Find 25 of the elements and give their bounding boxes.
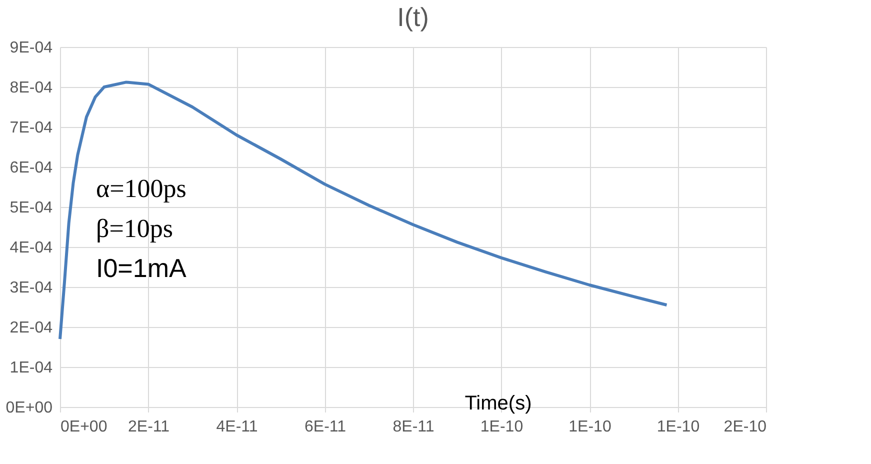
y-tick-label: 1E-04 [10,360,53,376]
annotation: I0=1mA [96,253,187,283]
y-tick-label: 9E-04 [10,40,53,56]
y-tick-label: 6E-04 [10,160,53,176]
chart-title: I(t) [397,2,429,32]
x-axis-title: Time(s) [464,392,532,414]
y-tick-label: 2E-04 [10,320,53,336]
x-tick-label: 0E+00 [60,418,108,436]
y-tick-label: 8E-04 [10,80,53,96]
x-tick-label: 6E-11 [304,418,346,436]
x-tick-label: 4E-11 [216,418,258,436]
y-tick-label: 3E-04 [10,280,53,296]
x-tick-label: 2E-11 [128,418,170,436]
y-tick-label: 4E-04 [10,240,53,256]
y-tick-label: 5E-04 [10,200,53,216]
x-tick-label: 1E-10 [656,418,700,436]
line-series [58,80,668,340]
x-tick-label: 1E-10 [568,418,612,436]
x-tick-label: 2E-10 [724,418,767,436]
y-tick-label: 0E+00 [6,400,53,416]
y-tick-label: 7E-04 [10,120,53,136]
x-tick-label: 1E-10 [480,418,524,436]
x-tick-label: 8E-11 [392,418,434,436]
annotation: β=10ps [96,214,174,243]
annotation: α=100ps [96,174,186,203]
